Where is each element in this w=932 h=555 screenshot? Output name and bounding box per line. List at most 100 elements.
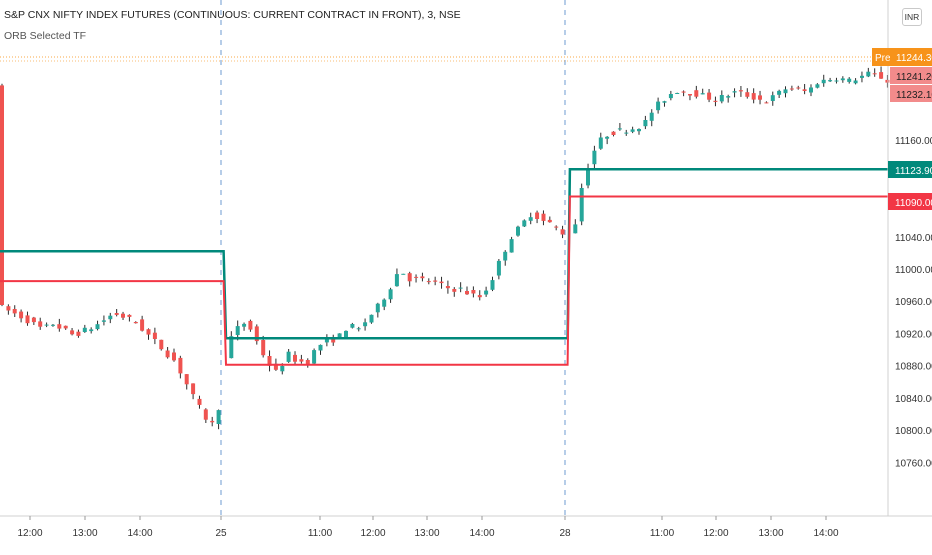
candle [350, 322, 355, 329]
candle [172, 348, 176, 362]
candle [713, 96, 718, 107]
candle [465, 286, 469, 295]
candle [108, 312, 113, 324]
candle [719, 90, 724, 104]
candle [382, 298, 387, 311]
candle [363, 318, 368, 331]
time-tick-label: 14:00 [127, 528, 152, 539]
candle [414, 274, 419, 283]
time-scale[interactable]: 12:00 13:00 14:00 25 11:00 12:00 13:00 14:00 28 1… [17, 516, 839, 539]
price-scale[interactable]: 11160.00 11040.00 11000.00 10960.00 10920.00… [895, 136, 932, 469]
time-tick-label: 11:00 [308, 528, 333, 539]
candle [324, 334, 329, 347]
candle [12, 305, 17, 317]
candle [668, 90, 673, 101]
candle [496, 259, 501, 280]
candle [738, 86, 743, 97]
candle [611, 131, 616, 137]
candle [401, 273, 406, 275]
candle [796, 85, 801, 90]
candle [675, 92, 680, 94]
candle [885, 75, 890, 88]
candle [165, 347, 170, 359]
candle [121, 311, 125, 320]
svg-text:11241.20: 11241.20 [896, 72, 932, 83]
candle [579, 183, 584, 226]
candle [535, 210, 540, 224]
candle [70, 328, 75, 336]
price-tick-label: 10760.00 [895, 458, 932, 469]
candle [394, 268, 399, 287]
candle [331, 334, 336, 346]
time-tick-label: 13:00 [72, 528, 97, 539]
currency-button[interactable]: INR [902, 8, 922, 26]
svg-text:Pre: Pre [875, 53, 891, 64]
orb-low-line [0, 195, 888, 366]
candle [57, 318, 62, 332]
candle [420, 272, 425, 282]
candle [82, 324, 87, 333]
price-tick-label: 10920.00 [895, 329, 932, 340]
symbol-title[interactable]: S&P CNX NIFTY INDEX FUTURES (CONTINUOUS:… [4, 9, 461, 21]
candle [815, 83, 820, 89]
candle [853, 78, 858, 85]
candle [554, 225, 559, 231]
time-tick-label: 12:00 [17, 528, 42, 539]
candle [267, 350, 272, 372]
candle [643, 115, 648, 130]
candle [605, 136, 610, 145]
candle [452, 287, 457, 297]
candle [840, 76, 845, 83]
time-tick-label: 12:00 [360, 528, 385, 539]
candle [248, 319, 253, 332]
time-tick-label: 25 [215, 528, 227, 539]
candle [51, 324, 55, 327]
candle [688, 94, 692, 101]
candle [662, 100, 667, 107]
price-tick-label: 11040.00 [895, 233, 932, 244]
candle [872, 68, 877, 77]
orb-high-line [0, 167, 888, 340]
indicator-label[interactable]: ORB Selected TF [4, 30, 87, 42]
price-badge-orb-low: 11090.00 [888, 193, 932, 210]
candle [726, 94, 731, 103]
candle [879, 66, 884, 79]
candle [293, 351, 297, 365]
candle [152, 327, 157, 345]
candle [254, 324, 259, 345]
candle [101, 315, 106, 326]
candle [184, 374, 189, 390]
candle [312, 348, 317, 365]
candle [210, 416, 215, 427]
time-tick-label: 14:00 [813, 528, 838, 539]
price-tick-label: 11000.00 [895, 265, 932, 276]
candle [860, 71, 864, 83]
candle [439, 276, 444, 289]
svg-text:11244.30: 11244.30 [896, 53, 932, 64]
candle [191, 383, 196, 400]
candle [528, 212, 533, 225]
candle [707, 89, 712, 103]
price-tick-label: 10960.00 [895, 297, 932, 308]
candle [140, 315, 145, 332]
candle [751, 88, 756, 104]
candle [745, 88, 750, 99]
candle [656, 97, 661, 114]
orb-levels [0, 167, 888, 366]
candle [547, 216, 552, 223]
time-tick-label: 13:00 [758, 528, 783, 539]
candle [0, 83, 4, 307]
candle [598, 132, 603, 150]
time-tick-label: 28 [559, 528, 571, 539]
candle [305, 358, 310, 368]
candle [828, 77, 833, 82]
candle [31, 316, 36, 325]
candle [95, 320, 100, 331]
candle [356, 326, 361, 332]
candle [847, 77, 852, 84]
candle [477, 290, 482, 301]
candle [617, 123, 622, 131]
candle [649, 109, 654, 127]
